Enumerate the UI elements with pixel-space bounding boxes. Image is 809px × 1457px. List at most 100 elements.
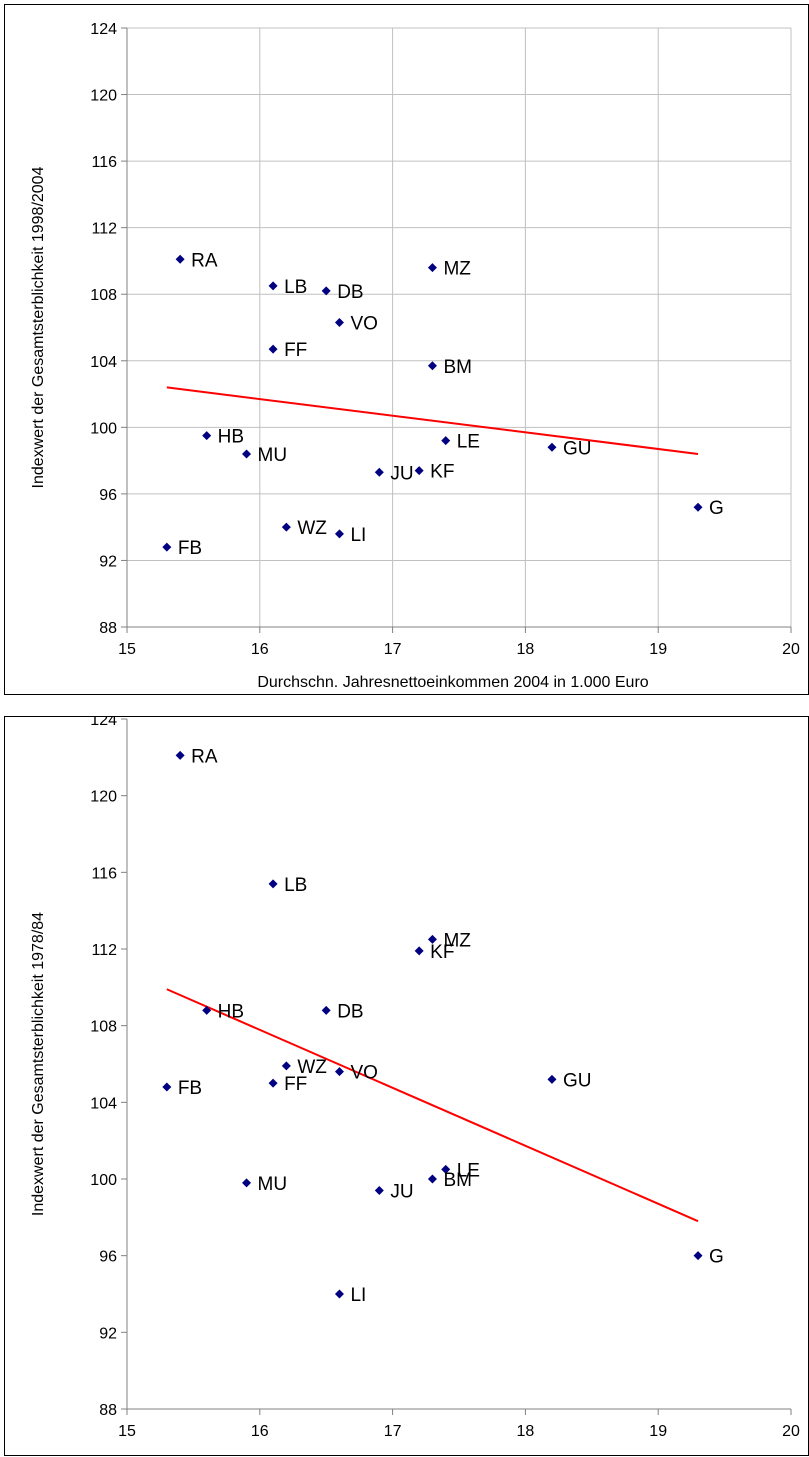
data-point-label: WZ [297, 518, 327, 539]
y-tick-label: 100 [90, 1172, 117, 1189]
data-point-marker [374, 467, 384, 477]
data-point-marker [202, 431, 212, 441]
data-point-label: VO [350, 314, 377, 335]
data-point-label: LI [350, 1285, 366, 1306]
data-point-marker [268, 1078, 278, 1088]
chart-canvas: 88 92 96 100 104 108 112 116 120 124 15 16 17 18 19 20 D… [30, 717, 800, 1457]
y-tick-label: 104 [90, 354, 117, 371]
y-tick-label: 120 [90, 789, 117, 806]
data-point-label: JU [390, 463, 413, 484]
data-point-label: BM [443, 357, 472, 378]
y-tick-label: 96 [99, 487, 117, 504]
y-tick-label: 108 [90, 287, 117, 304]
data-point-marker [441, 1164, 451, 1174]
data-point-label: FB [178, 1078, 202, 1099]
data-point-marker [441, 436, 451, 446]
y-tick-label: 116 [91, 865, 117, 882]
data-point-marker [321, 286, 331, 296]
data-point-marker [427, 1174, 437, 1184]
data-point-label: FF [284, 1074, 307, 1095]
y-tick-label: 116 [91, 154, 117, 171]
y-tick-label: 112 [91, 221, 117, 238]
data-point-marker [374, 1186, 384, 1195]
data-point-label: GU [563, 1070, 592, 1091]
data-point-label: LE [457, 1160, 480, 1181]
chart-canvas: 88 92 96 100 104 108 112 116 120 124 15 16 17 18 19 20 D… [30, 21, 800, 691]
x-tick-label: 17 [384, 1423, 402, 1440]
x-tick-label: 15 [118, 641, 136, 658]
data-point-label: HB [218, 1001, 244, 1022]
data-point-marker [334, 1067, 344, 1077]
data-point-marker [693, 502, 703, 512]
y-tick-label: 92 [99, 1325, 117, 1342]
data-point-marker [321, 1005, 331, 1015]
y-tick-label: 108 [90, 1019, 117, 1036]
data-point-marker [281, 522, 291, 532]
data-point-label: KF [430, 942, 454, 963]
data-point-label: DB [337, 1001, 363, 1022]
y-tick-label: 120 [90, 88, 117, 105]
data-point-label: RA [191, 746, 218, 767]
data-point-marker [414, 946, 424, 956]
data-point-label: WZ [297, 1057, 327, 1078]
data-point-marker [242, 449, 252, 459]
data-point-label: MU [258, 1174, 288, 1195]
data-point-marker [334, 529, 344, 539]
data-point-marker [547, 442, 557, 452]
y-axis-title: Indexwert der Gesamtsterblichkeit 1998/2… [30, 166, 47, 488]
data-point-label: DB [337, 282, 363, 303]
data-point-label: KF [430, 462, 454, 483]
data-point-label: LI [350, 525, 366, 546]
x-tick-label: 16 [251, 641, 269, 658]
scatter-chart-1998-2004: 88 92 96 100 104 108 112 116 120 124 15 16 17 18 19 20 D… [4, 4, 809, 695]
x-tick-label: 15 [118, 1423, 136, 1440]
y-tick-label: 124 [90, 21, 117, 38]
data-point-marker [175, 254, 185, 264]
scatter-chart-1978-84: 88 92 96 100 104 108 112 116 120 124 15 16 17 18 19 20 D… [4, 716, 809, 1457]
data-point-marker [242, 1178, 252, 1188]
data-point-label: LB [284, 277, 307, 298]
data-point-label: G [709, 498, 724, 519]
x-axis-title: Durchschn. Jahresnettoeinkommen 2004 in … [257, 674, 648, 691]
data-point-marker [427, 361, 437, 371]
data-point-marker [693, 1251, 703, 1261]
data-point-label: FB [178, 538, 202, 559]
x-tick-label: 17 [384, 641, 402, 658]
x-tick-label: 18 [517, 641, 535, 658]
data-point-marker [334, 1289, 344, 1299]
y-tick-label: 88 [99, 1402, 117, 1419]
trendline [166, 386, 699, 455]
x-tick-label: 19 [649, 1423, 667, 1440]
x-tick-label: 20 [782, 1423, 800, 1440]
y-axis-title: Indexwert der Gesamtsterblichkeit 1978/8… [30, 912, 47, 1216]
y-tick-label: 124 [90, 717, 117, 729]
x-tick-label: 18 [517, 1423, 535, 1440]
data-point-label: JU [390, 1182, 413, 1203]
y-tick-label: 96 [99, 1249, 117, 1266]
data-point-marker [175, 750, 185, 760]
data-point-label: RA [191, 250, 218, 271]
data-point-label: GU [563, 438, 592, 459]
x-tick-label: 19 [649, 641, 667, 658]
data-point-marker [162, 1082, 172, 1092]
data-point-label: MU [258, 445, 288, 466]
data-point-label: LE [457, 432, 480, 453]
data-point-label: VO [350, 1063, 377, 1084]
data-point-marker [427, 934, 437, 944]
data-point-label: G [709, 1247, 724, 1268]
x-tick-label: 20 [782, 641, 800, 658]
y-tick-label: 104 [90, 1095, 117, 1112]
data-point-label: MZ [443, 930, 471, 951]
y-tick-label: 88 [99, 620, 117, 637]
data-point-marker [281, 1061, 291, 1071]
data-point-label: HB [218, 427, 244, 448]
data-point-marker [268, 281, 278, 291]
data-point-marker [268, 879, 278, 889]
data-point-marker [202, 1005, 212, 1015]
data-point-marker [268, 344, 278, 354]
y-tick-label: 100 [90, 420, 117, 437]
y-tick-label: 112 [91, 942, 117, 959]
data-point-marker [414, 466, 424, 476]
data-point-marker [547, 1074, 557, 1084]
x-tick-label: 16 [251, 1423, 269, 1440]
